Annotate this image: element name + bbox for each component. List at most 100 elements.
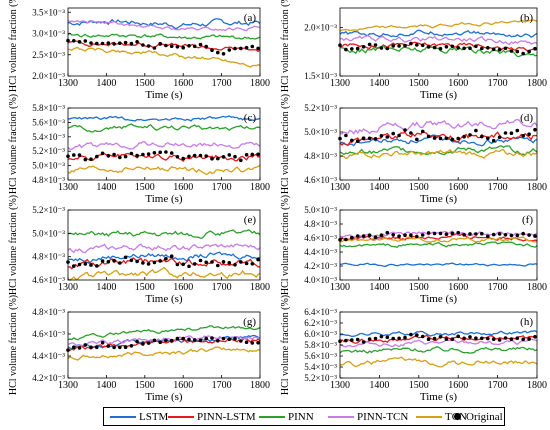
original-point	[169, 254, 174, 258]
x-tick-label: 1300	[330, 182, 350, 193]
series-line-pinn-tcn	[339, 35, 538, 46]
x-tick-label: 1800	[527, 78, 547, 89]
original-point	[135, 40, 139, 44]
original-point	[192, 44, 197, 49]
original-point	[468, 335, 472, 339]
series-line-tcn	[67, 346, 261, 361]
legend-swatch	[110, 416, 136, 418]
original-point	[256, 46, 260, 51]
original-point	[123, 345, 128, 350]
original-point	[210, 156, 214, 161]
original-point	[350, 235, 354, 240]
x-tick-label: 1700	[212, 182, 232, 193]
original-point	[350, 338, 354, 342]
original-point	[152, 338, 157, 343]
original-point	[355, 234, 360, 238]
x-axis-label: Time (s)	[145, 193, 183, 205]
original-point	[450, 44, 455, 49]
y-axis-label: HCl volume fraction (%)	[280, 94, 291, 194]
x-tick-label: 1700	[488, 78, 508, 89]
plot-frame	[339, 311, 538, 379]
original-point	[379, 233, 384, 237]
original-point	[187, 154, 191, 159]
original-point	[497, 232, 502, 236]
original-point	[123, 154, 128, 159]
y-tick-label: 2.5×10⁻³	[32, 50, 65, 60]
y-axis-label: HCl volume fraction (%)	[280, 295, 291, 395]
y-tick-label: 4.0×10⁻³	[304, 275, 337, 285]
original-point	[397, 133, 401, 138]
series-line-pinn-lstm	[67, 152, 261, 163]
x-tick-label: 1400	[369, 380, 389, 391]
original-point	[198, 258, 203, 263]
series-line-pinn-tcn	[67, 19, 260, 32]
original-point	[106, 41, 111, 45]
x-tick-label: 1500	[409, 380, 429, 391]
original-point	[106, 260, 111, 264]
plot-frame	[339, 7, 538, 77]
x-tick-label: 1300	[330, 78, 350, 89]
original-point	[474, 44, 478, 49]
original-point	[527, 49, 531, 54]
x-tick-label: 1300	[330, 282, 350, 293]
original-point	[533, 234, 537, 238]
y-tick-label: 5.0×10⁻³	[32, 228, 65, 238]
original-point	[527, 233, 531, 237]
original-point	[89, 345, 93, 350]
original-point	[379, 334, 384, 339]
original-point	[221, 155, 226, 159]
panel-f: 1300 1400 1500 1600 1700 1800 4.0×10⁻³ 4.2×10⁻³…	[280, 195, 547, 305]
original-point	[181, 45, 185, 50]
original-point	[169, 151, 174, 155]
y-tick-label: 5.0×10⁻³	[304, 205, 337, 215]
panel-a: 1300 1400 1500 1600 1700 1800 2.0×10⁻³ 2.5×10⁻³…	[8, 0, 270, 101]
original-point	[515, 336, 520, 341]
plot-frame	[67, 107, 261, 181]
x-tick-label: 1700	[488, 182, 508, 193]
series-line-lstm	[339, 29, 538, 38]
original-point	[355, 139, 360, 143]
original-point	[355, 46, 360, 51]
original-point	[123, 40, 128, 45]
x-tick-label: 1600	[448, 182, 468, 193]
original-point	[509, 233, 514, 238]
original-point	[480, 336, 484, 341]
original-point	[509, 337, 514, 342]
y-axis-label: HCl volume fraction (%)	[8, 195, 19, 295]
original-point	[367, 337, 372, 341]
y-tick-label: 4.6×10⁻³	[32, 329, 65, 339]
legend-swatch	[328, 416, 354, 418]
x-tick-label: 1600	[448, 380, 468, 391]
original-point	[438, 46, 443, 51]
original-point	[210, 260, 214, 264]
original-point	[361, 136, 366, 140]
y-axis-label: HCl volume fraction (%)	[8, 295, 19, 395]
panel-label: (h)	[520, 316, 533, 328]
original-point	[95, 41, 99, 46]
legend-swatch	[416, 416, 442, 418]
original-point	[244, 153, 249, 157]
series-line-lstm	[339, 134, 538, 147]
x-tick-label: 1400	[96, 78, 116, 89]
original-point	[112, 152, 116, 157]
original-point	[152, 260, 157, 265]
original-point	[141, 43, 145, 47]
legend-swatch	[168, 416, 194, 418]
series-line-pinn	[339, 44, 538, 58]
original-point	[350, 138, 354, 143]
x-axis-label: Time (s)	[420, 391, 458, 403]
original-point	[521, 231, 525, 236]
x-axis-label: Time (s)	[145, 89, 183, 101]
original-point	[415, 43, 419, 47]
original-point	[106, 153, 111, 158]
series-line-tcn	[339, 356, 538, 368]
original-point	[509, 49, 514, 53]
series-line-tcn	[339, 148, 538, 160]
original-point	[221, 336, 226, 341]
y-tick-label: 4.2×10⁻³	[32, 373, 65, 383]
x-tick-label: 1500	[135, 78, 155, 89]
original-point	[397, 234, 401, 238]
original-point	[456, 334, 461, 339]
series-line-pinn-lstm	[339, 233, 538, 242]
original-point	[373, 43, 378, 47]
